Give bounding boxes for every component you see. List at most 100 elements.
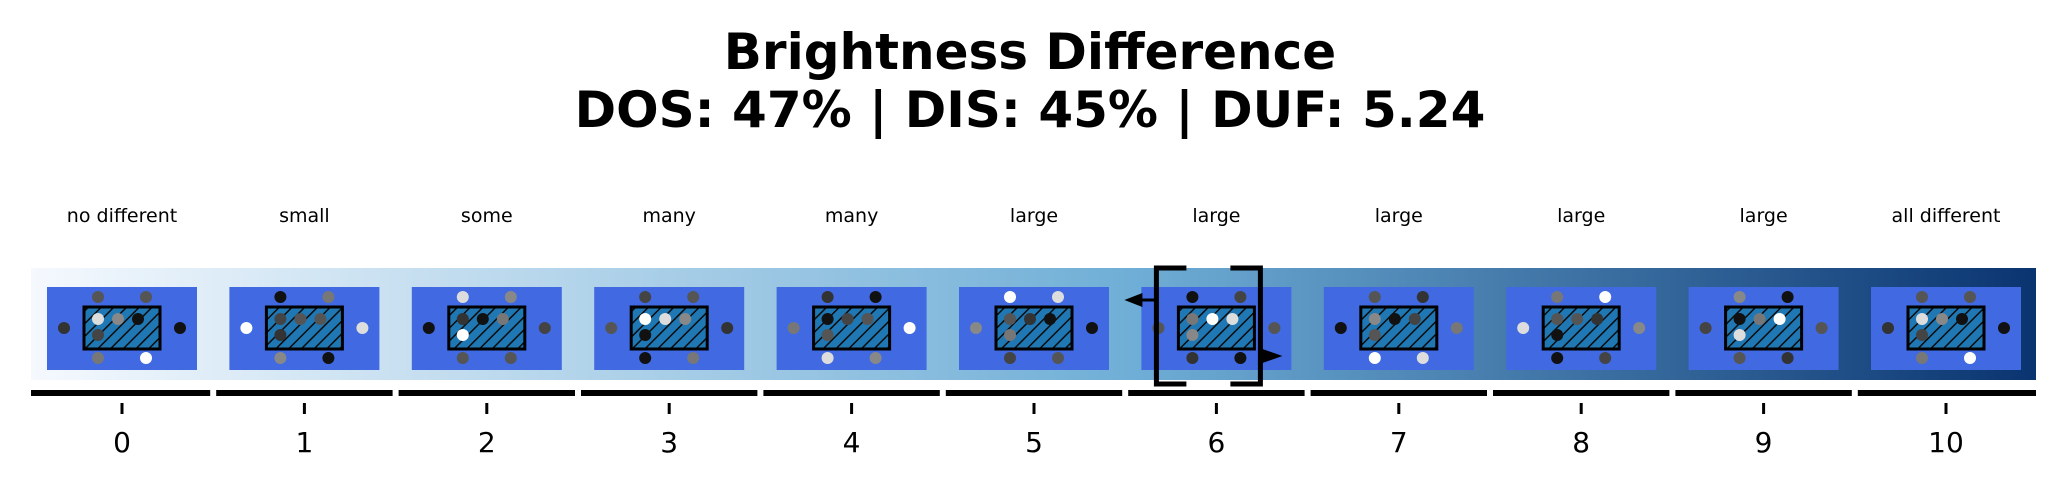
diagram-title: Brightness Difference [723, 23, 1337, 81]
stimulus-dot [322, 291, 335, 303]
stimulus-dot [1004, 329, 1016, 341]
stimulus-dot [356, 322, 369, 334]
stimulus-dot [1753, 313, 1766, 325]
level-5-panel: large [959, 205, 1109, 370]
stimulus-dot [240, 322, 253, 334]
stimulus-dot [1186, 291, 1199, 303]
center-region [994, 305, 1074, 351]
level-10-panel: all different [1871, 205, 2021, 370]
right-bracket [1230, 265, 1263, 387]
stimulus-dot [92, 329, 104, 341]
level-1-panel: small [229, 205, 380, 370]
stimulus-dot [1368, 313, 1381, 325]
selected-level-marker [1124, 265, 1283, 387]
stimulus-dot [821, 329, 834, 341]
stimulus-dot [687, 291, 700, 303]
stimulus-dot [1916, 352, 1928, 364]
stimulus-dot [1591, 313, 1604, 325]
stimulus-dot [1368, 329, 1381, 341]
tick-label: 1 [295, 426, 313, 459]
right-arrow-icon [1262, 349, 1283, 363]
stimulus-dot [496, 313, 509, 325]
stimulus-dot [1517, 322, 1530, 334]
stimulus-dot [456, 291, 469, 303]
center-region [264, 305, 344, 351]
stimulus-dot [274, 313, 287, 325]
level-8-panel: large [1506, 205, 1657, 370]
level-7-panel: large [1323, 205, 1474, 370]
center-region [812, 305, 892, 351]
stimulus-dot [504, 291, 517, 303]
stimulus-dot [1086, 322, 1098, 334]
stimulus-dot [1004, 291, 1016, 303]
tick-label: 2 [478, 426, 496, 459]
stimulus-dot [903, 322, 916, 334]
tick-label: 4 [843, 426, 861, 459]
stimulus-dot [1234, 352, 1247, 364]
level-2-panel: some [411, 205, 562, 370]
stimulus-dot [92, 352, 104, 364]
level-label: small [279, 205, 330, 227]
diagram-subtitle: DOS: 47% | DIS: 45% | DUF: 5.24 [574, 81, 1486, 139]
stimulus-dot [58, 322, 70, 334]
stimulus-dot [1416, 352, 1429, 364]
stimulus-dot [1234, 291, 1247, 303]
stimulus-dot [861, 313, 874, 325]
stimulus-dot [140, 291, 152, 303]
level-4-panel: many [776, 205, 927, 370]
stimulus-dot [821, 291, 834, 303]
stimulus-dot [92, 313, 104, 325]
tick-label: 3 [660, 426, 678, 459]
level-label: many [825, 205, 878, 227]
level-6-panel: large [1141, 205, 1292, 370]
stimulus-dot [1815, 322, 1828, 334]
stimulus-dot [1916, 313, 1928, 325]
stimulus-dot [1956, 313, 1968, 325]
stimulus-dot [605, 322, 618, 334]
stimulus-dot [1733, 329, 1746, 341]
stimulus-dot [1998, 322, 2010, 334]
stimulus-dot [140, 352, 152, 364]
tick-label: 9 [1755, 426, 1773, 459]
tick-label: 0 [113, 426, 131, 459]
level-label: many [642, 205, 695, 227]
tick-label: 10 [1928, 426, 1964, 459]
level-0-panel: no different [47, 205, 197, 370]
stimulus-dot [1186, 313, 1199, 325]
stimulus-dot [721, 322, 734, 334]
stimulus-dot [456, 313, 469, 325]
stimulus-dot [787, 322, 800, 334]
stimulus-dot [1268, 322, 1281, 334]
level-label: large [1192, 205, 1240, 227]
stimulus-dot [456, 329, 469, 341]
stimulus-dot [1450, 322, 1463, 334]
stimulus-dot [821, 352, 834, 364]
stimulus-dot [1781, 352, 1794, 364]
level-label: no different [67, 205, 177, 227]
stimulus-dot [1408, 313, 1421, 325]
tick-label: 5 [1025, 426, 1043, 459]
stimulus-dot [639, 291, 652, 303]
stimulus-dot [538, 322, 551, 334]
stimulus-dot [1551, 313, 1564, 325]
stimulus-dot [274, 291, 287, 303]
stimulus-dot [1186, 352, 1199, 364]
stimulus-dot [1733, 352, 1746, 364]
stimulus-dot [1882, 322, 1894, 334]
stimulus-dot [132, 313, 144, 325]
stimulus-dot [1781, 291, 1794, 303]
stimulus-dot [639, 313, 652, 325]
stimulus-dot [274, 352, 287, 364]
tick-label: 6 [1207, 426, 1225, 459]
stimulus-dot [1416, 291, 1429, 303]
stimulus-dot [294, 313, 307, 325]
stimulus-dot [1964, 291, 1976, 303]
stimulus-dot [1599, 291, 1612, 303]
stimulus-dot [1052, 352, 1064, 364]
stimulus-dot [1916, 291, 1928, 303]
stimulus-dot [504, 352, 517, 364]
stimulus-dot [1773, 313, 1786, 325]
stimulus-dot [1551, 352, 1564, 364]
stimulus-dot [841, 313, 854, 325]
stimulus-dot [869, 291, 882, 303]
